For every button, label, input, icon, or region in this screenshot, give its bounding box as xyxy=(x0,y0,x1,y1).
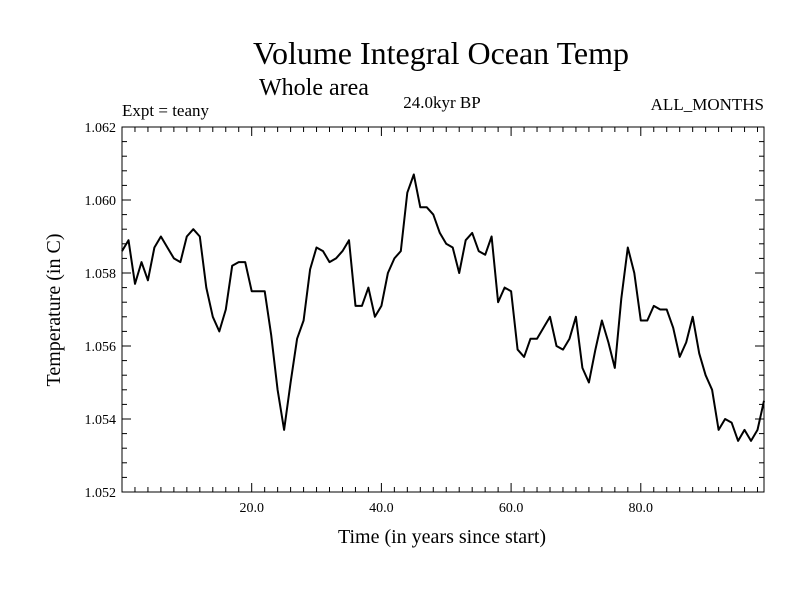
y-tick-label: 1.058 xyxy=(85,267,117,282)
y-tick-label: 1.062 xyxy=(85,121,117,136)
series-line xyxy=(121,173,765,442)
y-tick-label: 1.060 xyxy=(85,194,117,209)
chart-subtitle: Whole area xyxy=(259,75,369,101)
axis-ticks: 20.0 40.0 60.0 80.0 1.052 1.054 1.056 1.058 1.06… xyxy=(85,121,764,516)
y-tick-label: 1.056 xyxy=(85,340,117,355)
y-tick-label: 1.054 xyxy=(85,413,117,428)
plot-frame xyxy=(121,126,765,493)
period-label: ALL_MONTHS xyxy=(651,95,764,114)
x-tick-label: 80.0 xyxy=(629,501,654,516)
time-label: 24.0kyr BP xyxy=(403,93,480,112)
x-tick-label: 60.0 xyxy=(499,501,524,516)
y-axis-label: Temperature (in C) xyxy=(43,234,65,387)
expt-label: Expt = teany xyxy=(122,101,210,120)
data-series xyxy=(121,173,765,442)
x-axis-label: Time (in years since start) xyxy=(338,526,546,548)
x-tick-label: 20.0 xyxy=(239,501,264,516)
x-tick-label: 40.0 xyxy=(369,501,394,516)
y-tick-label: 1.052 xyxy=(85,486,117,501)
chart-title: Volume Integral Ocean Temp xyxy=(253,35,629,71)
